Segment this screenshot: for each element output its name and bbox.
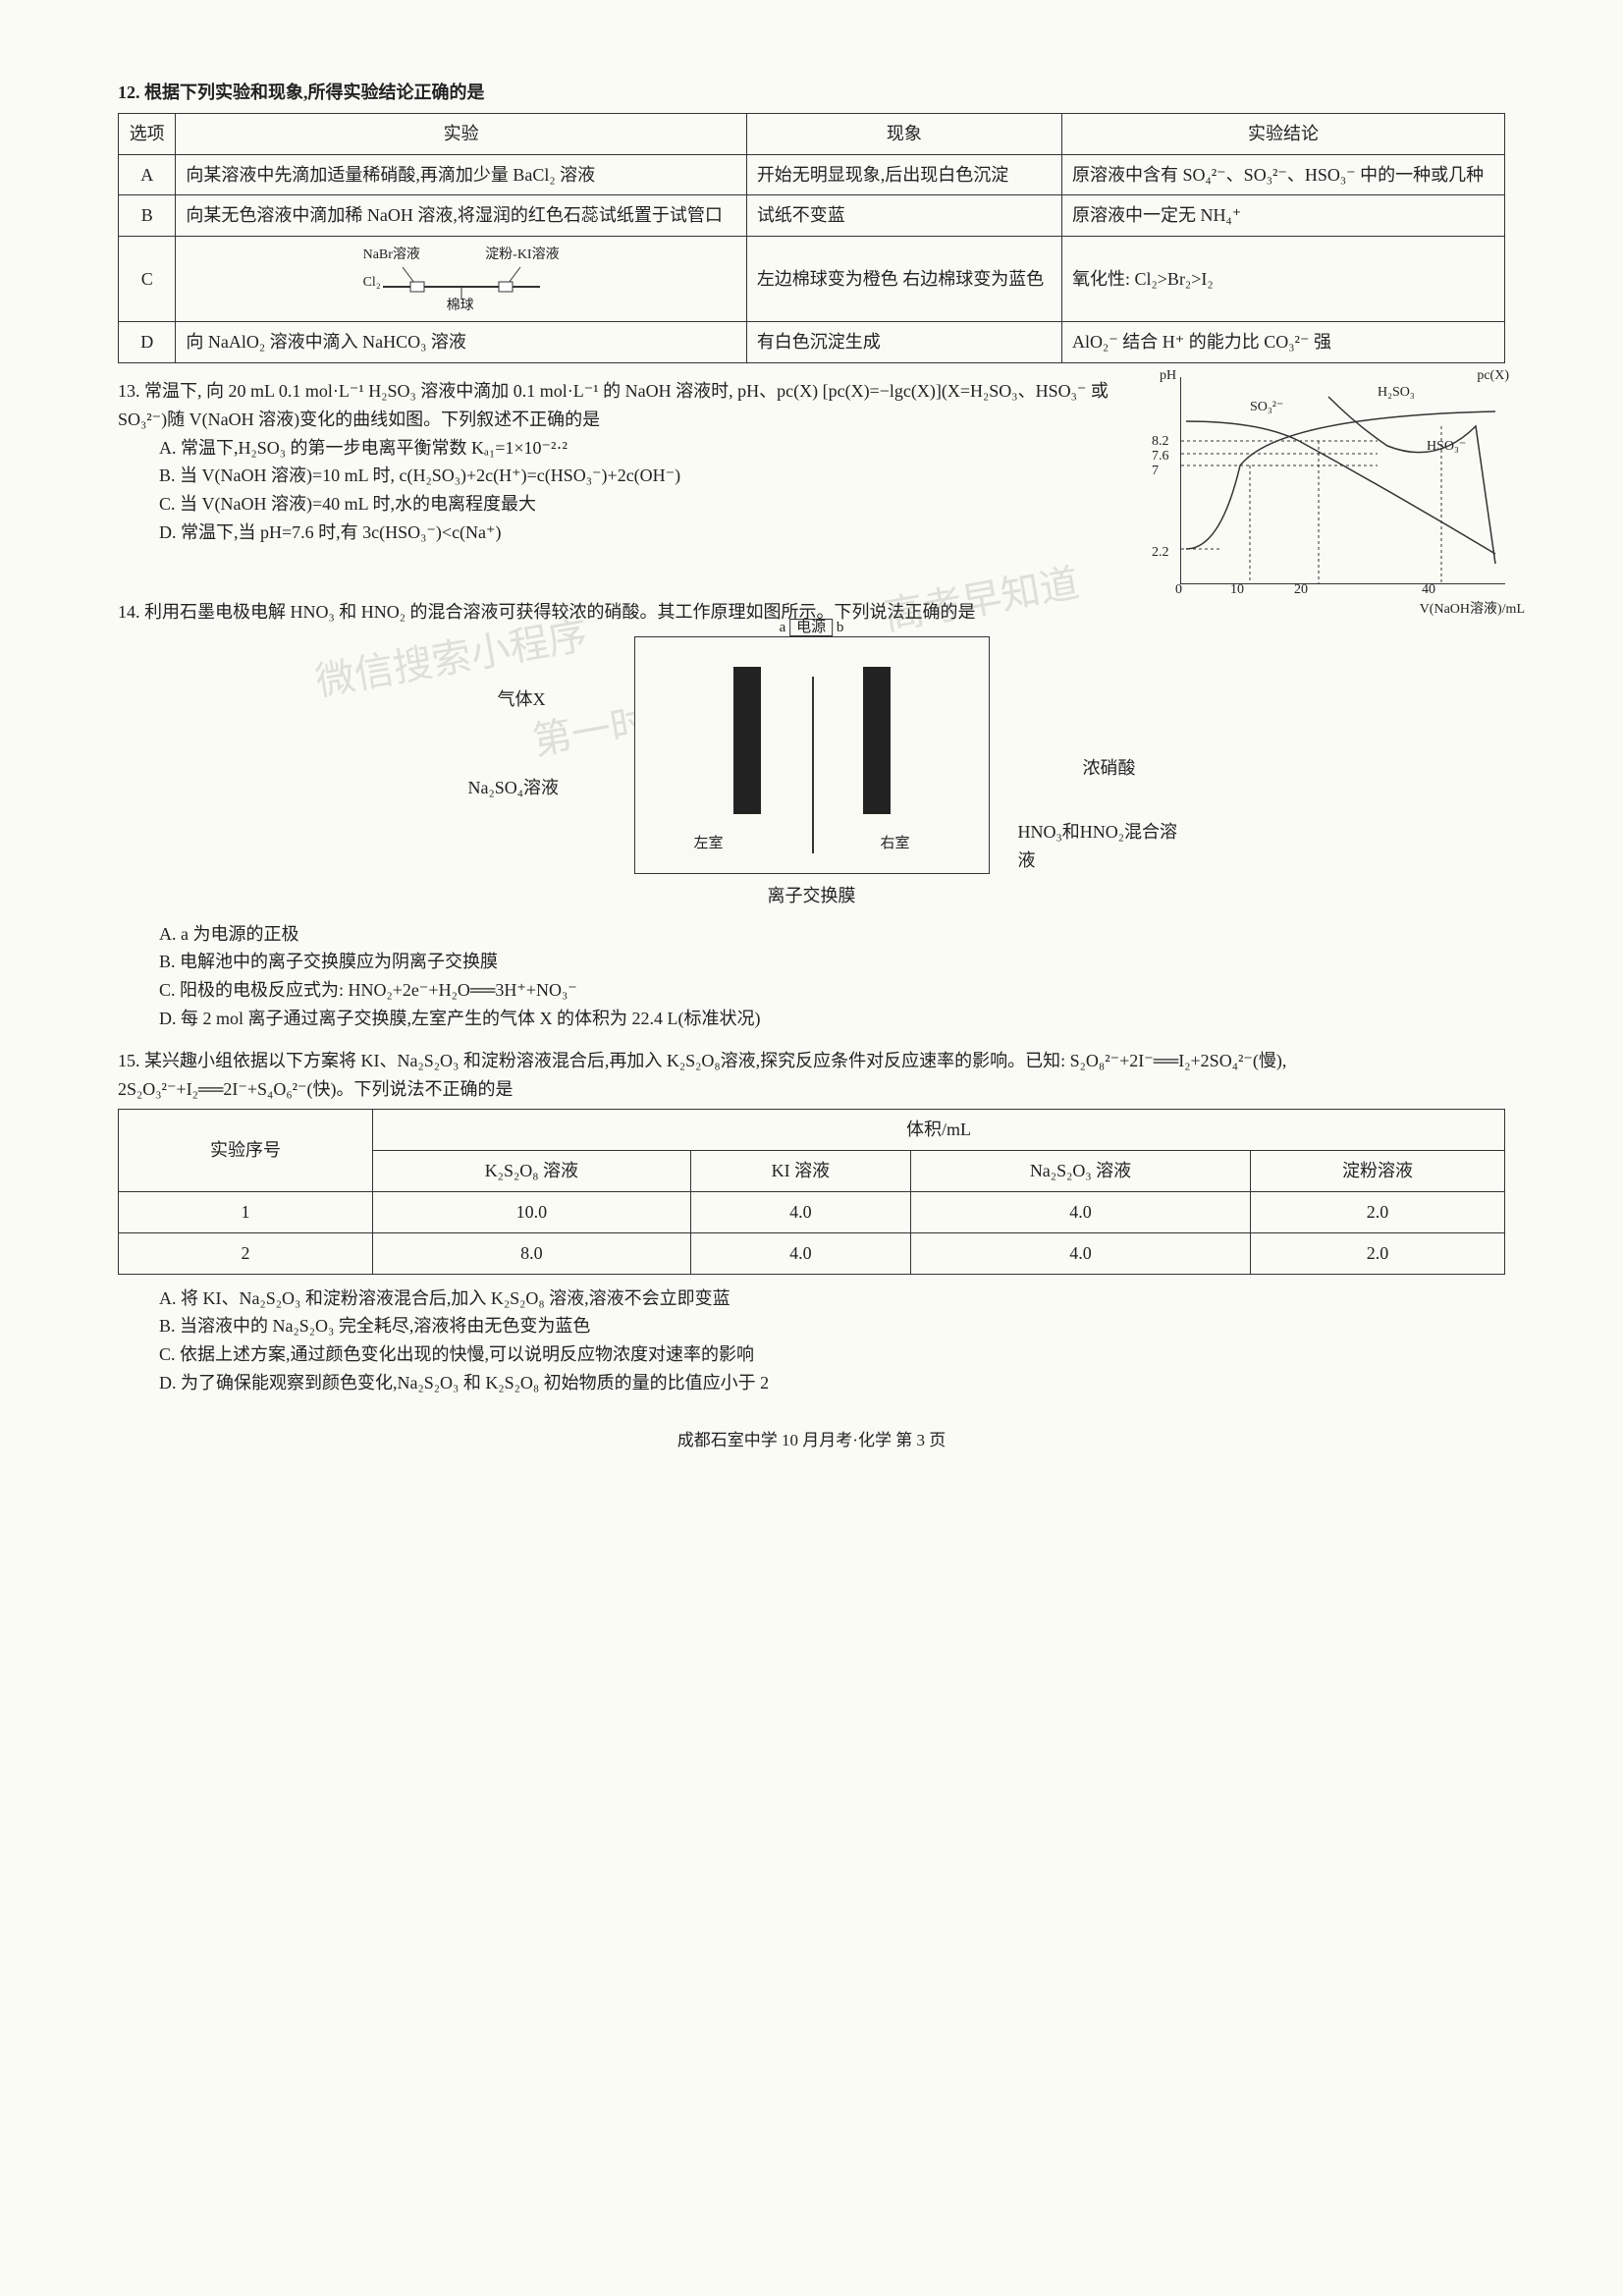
q15-opt-a: A. 将 KI、Na₂S₂O₃ 和淀粉溶液混合后,加入 K₂S₂O₈ 溶液,溶液… xyxy=(118,1285,1505,1313)
q15-r2-v2: 4.0 xyxy=(690,1232,910,1274)
table-row: D 向 NaAlO₂ 溶液中滴入 NaHCO₃ 溶液 有白色沉淀生成 AlO₂⁻… xyxy=(119,322,1505,363)
q15-table: 实验序号 体积/mL K₂S₂O₈ 溶液 KI 溶液 Na₂S₂O₃ 溶液 淀粉… xyxy=(118,1109,1505,1274)
table-row: 2 8.0 4.0 4.0 2.0 xyxy=(119,1232,1505,1274)
q12-b-exp: 向某无色溶液中滴加稀 NaOH 溶液,将湿润的红色石蕊试纸置于试管口 xyxy=(176,195,746,237)
membrane-label: 离子交换膜 xyxy=(508,882,1116,910)
q12-num: 12. 根据下列实验和现象,所得实验结论正确的是 xyxy=(118,82,485,102)
q12-h1: 实验 xyxy=(176,113,746,154)
table-row: 1 10.0 4.0 4.0 2.0 xyxy=(119,1191,1505,1232)
q14-opt-c: C. 阳极的电极反应式为: HNO₂+2e⁻+H₂O══3H⁺+NO₃⁻ xyxy=(118,976,1505,1005)
table-row: C NaBr溶液 淀粉-KI溶液 Cl₂ 棉球 xyxy=(119,237,1505,322)
q15-r1-v2: 4.0 xyxy=(690,1191,910,1232)
ytick-22: 2.2 xyxy=(1152,542,1169,564)
ytick-70: 7 xyxy=(1152,461,1159,482)
q12-a-opt: A xyxy=(119,154,176,195)
q15-htop: 体积/mL xyxy=(372,1110,1504,1151)
page-footer: 成都石室中学 10 月月考·化学 第 3 页 xyxy=(118,1427,1505,1453)
q12-h2: 现象 xyxy=(746,113,1061,154)
q12-c-opt: C xyxy=(119,237,176,322)
q15-h2: KI 溶液 xyxy=(690,1151,910,1192)
left-room: 左室 xyxy=(694,832,724,855)
q13-opt-c: C. 当 V(NaOH 溶液)=40 mL 时,水的电离程度最大 xyxy=(118,490,1161,519)
q15-r2-v1: 8.0 xyxy=(372,1232,690,1274)
q12-c-phen: 左边棉球变为橙色 右边棉球变为蓝色 xyxy=(746,237,1061,322)
q12-b-phen: 试纸不变蓝 xyxy=(746,195,1061,237)
q15-r1-v4: 2.0 xyxy=(1251,1191,1505,1232)
q15-r1-v1: 10.0 xyxy=(372,1191,690,1232)
q14-opt-a: A. a 为电源的正极 xyxy=(118,920,1505,949)
q13-opt-d: D. 常温下,当 pH=7.6 时,有 3c(HSO₃⁻)<c(Na⁺) xyxy=(118,519,1161,547)
q13-opt-b: B. 当 V(NaOH 溶液)=10 mL 时, c(H₂SO₃)+2c(H⁺)… xyxy=(118,462,1161,490)
q15-h4: 淀粉溶液 xyxy=(1251,1151,1505,1192)
q14-opt-d: D. 每 2 mol 离子通过离子交换膜,左室产生的气体 X 的体积为 22.4… xyxy=(118,1005,1505,1033)
mix-label: HNO₃和HNO₂混合溶液 xyxy=(1018,818,1195,875)
q13-opt-a: A. 常温下,H₂SO₃ 的第一步电离平衡常数 Kₐ₁=1×10⁻²·² xyxy=(118,434,1161,463)
q12-a-concl: 原溶液中含有 SO₄²⁻、SO₃²⁻、HSO₃⁻ 中的一种或几种 xyxy=(1062,154,1505,195)
q15-stem: 15. 某兴趣小组依据以下方案将 KI、Na₂S₂O₃ 和淀粉溶液混合后,再加入… xyxy=(118,1047,1505,1104)
q15-h0: 实验序号 xyxy=(119,1110,373,1192)
q12-d-exp: 向 NaAlO₂ 溶液中滴入 NaHCO₃ 溶液 xyxy=(176,322,746,363)
na2so4-label: Na₂SO₄溶液 xyxy=(468,774,560,802)
power-label: 电源 xyxy=(789,619,833,636)
cotton-label: 棉球 xyxy=(447,296,474,317)
q14-opt-b: B. 电解池中的离子交换膜应为阴离子交换膜 xyxy=(118,948,1505,976)
table-row: B 向某无色溶液中滴加稀 NaOH 溶液,将湿润的红色石蕊试纸置于试管口 试纸不… xyxy=(119,195,1505,237)
q15-r2-v4: 2.0 xyxy=(1251,1232,1505,1274)
q13-chart: pH pc(X) 8.2 7.6 7 2.2 SO₃²⁻ H₂SO₃ HSO₃⁻… xyxy=(1180,377,1505,584)
q12-c-concl: 氧化性: Cl₂>Br₂>I₂ xyxy=(1062,237,1505,322)
q12-b-concl: 原溶液中一定无 NH₄⁺ xyxy=(1062,195,1505,237)
q12-d-opt: D xyxy=(119,322,176,363)
q15-r1-n: 1 xyxy=(119,1191,373,1232)
q15-h3: Na₂S₂O₃ 溶液 xyxy=(910,1151,1250,1192)
q15-opt-b: B. 当溶液中的 Na₂S₂O₃ 完全耗尽,溶液将由无色变为蓝色 xyxy=(118,1312,1505,1340)
table-row: A 向某溶液中先滴加适量稀硝酸,再滴加少量 BaCl₂ 溶液 开始无明显现象,后… xyxy=(119,154,1505,195)
ph-axis-label: pH xyxy=(1160,365,1176,387)
q12-d-concl: AlO₂⁻ 结合 H⁺ 的能力比 CO₃²⁻ 强 xyxy=(1062,322,1505,363)
q12-stem: 12. 根据下列实验和现象,所得实验结论正确的是 xyxy=(118,79,1505,107)
power-a: a xyxy=(780,620,786,635)
q12-h0: 选项 xyxy=(119,113,176,154)
q15-h1: K₂S₂O₈ 溶液 xyxy=(372,1151,690,1192)
q15-opt-c: C. 依据上述方案,通过颜色变化出现的快慢,可以说明反应物浓度对速率的影响 xyxy=(118,1340,1505,1369)
q15-r1-v3: 4.0 xyxy=(910,1191,1250,1232)
power-b: b xyxy=(837,620,844,635)
q15-opt-d: D. 为了确保能观察到颜色变化,Na₂S₂O₃ 和 K₂S₂O₈ 初始物质的量的… xyxy=(118,1369,1505,1397)
conc-hno3-label: 浓硝酸 xyxy=(1083,754,1136,783)
q12-c-exp: NaBr溶液 淀粉-KI溶液 Cl₂ 棉球 xyxy=(176,237,746,322)
q12-a-exp: 向某溶液中先滴加适量稀硝酸,再滴加少量 BaCl₂ 溶液 xyxy=(176,154,746,195)
q12-h3: 实验结论 xyxy=(1062,113,1505,154)
q12-d-phen: 有白色沉淀生成 xyxy=(746,322,1061,363)
q15-r2-n: 2 xyxy=(119,1232,373,1274)
gasx-label: 气体X xyxy=(498,685,546,714)
right-room: 右室 xyxy=(880,832,909,855)
q12-a-phen: 开始无明显现象,后出现白色沉淀 xyxy=(746,154,1061,195)
q12-b-opt: B xyxy=(119,195,176,237)
q12-table: 选项 实验 现象 实验结论 A 向某溶液中先滴加适量稀硝酸,再滴加少量 BaCl… xyxy=(118,113,1505,363)
q14-diagram: a 电源 b 左室 右室 xyxy=(634,636,990,874)
q15-r2-v3: 4.0 xyxy=(910,1232,1250,1274)
q13-stem: 13. 常温下, 向 20 mL 0.1 mol·L⁻¹ H₂SO₃ 溶液中滴加… xyxy=(118,377,1161,434)
q12-c-diagram: NaBr溶液 淀粉-KI溶液 Cl₂ 棉球 xyxy=(363,245,560,313)
